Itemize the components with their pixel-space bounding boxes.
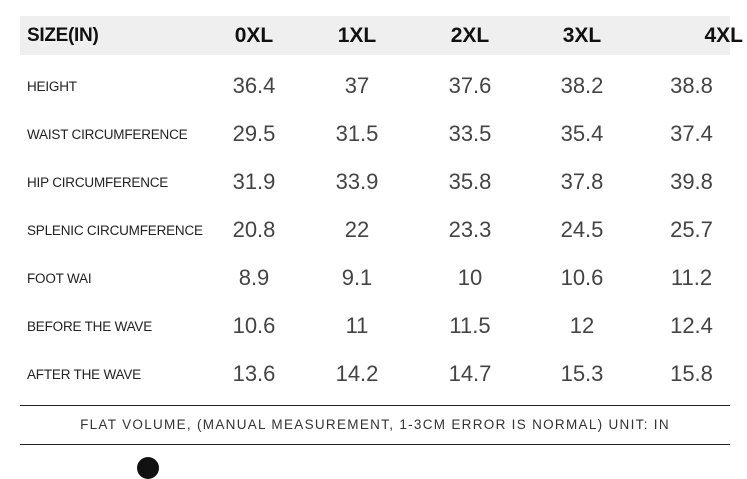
table-body: HEIGHT 36.4 37 37.6 38.2 38.8 WAIST CIRC…	[20, 55, 730, 398]
table-cell: 13.6	[232, 361, 276, 386]
row-label: FOOT WAI	[27, 270, 92, 286]
table-row: FOOT WAI 8.9 9.1 10 10.6 11.2	[20, 254, 730, 302]
table-cell: 9.1	[341, 265, 373, 290]
table-cell: 23.3	[448, 217, 492, 242]
table-row: HEIGHT 36.4 37 37.6 38.2 38.8	[20, 62, 730, 110]
row-label: AFTER THE WAVE	[27, 366, 141, 382]
table-header-row: SIZE(IN) 0XL 1XL 2XL 3XL 4XL	[20, 16, 743, 55]
table-cell: 39.8	[670, 169, 713, 194]
table-cell: 15.8	[670, 361, 713, 386]
table-cell: 33.5	[448, 121, 492, 146]
header-label: SIZE(IN)	[27, 24, 99, 46]
table-cell: 31.5	[335, 121, 379, 146]
size-header-1xl: 1XL	[337, 23, 377, 47]
table-cell: 12.4	[670, 313, 713, 338]
table-cell: 11.5	[449, 313, 491, 338]
table-cell: 14.7	[448, 361, 492, 386]
table-cell: 35.8	[448, 169, 492, 194]
table-cell: 37.8	[560, 169, 604, 194]
table-cell: 8.9	[238, 265, 270, 290]
table-cell: 22	[344, 217, 370, 242]
decorative-dot	[137, 457, 159, 479]
table-row: HIP CIRCUMFERENCE 31.9 33.9 35.8 37.8 39…	[20, 158, 730, 206]
footnote-bottom-divider	[20, 444, 730, 445]
table-cell: 10	[457, 265, 483, 290]
table-cell: 36.4	[232, 73, 276, 98]
measurement-footnote: FLAT VOLUME, (MANUAL MEASUREMENT, 1-3CM …	[80, 417, 670, 432]
table-row: AFTER THE WAVE 13.6 14.2 14.7 15.3 15.8	[20, 350, 730, 398]
table-cell: 37.6	[448, 73, 492, 98]
table-cell: 15.3	[560, 361, 604, 386]
table-cell: 38.8	[670, 73, 713, 98]
table-cell: 24.5	[560, 217, 604, 242]
table-row: SPLENIC CIRCUMFERENCE 20.8 22 23.3 24.5 …	[20, 206, 730, 254]
row-label: WAIST CIRCUMFERENCE	[27, 126, 188, 142]
table-cell: 20.8	[232, 217, 276, 242]
table-cell: 11.2	[670, 265, 713, 290]
table-cell: 31.9	[232, 169, 276, 194]
table-cell: 14.2	[335, 361, 379, 386]
table-cell: 35.4	[560, 121, 604, 146]
row-label: BEFORE THE WAVE	[27, 318, 153, 334]
table-cell: 10.6	[232, 313, 276, 338]
table-cell: 37	[344, 73, 370, 98]
table-cell: 11	[345, 313, 369, 338]
table-cell: 38.2	[560, 73, 604, 98]
table-cell: 10.6	[560, 265, 604, 290]
table-row: BEFORE THE WAVE 10.6 11 11.5 12 12.4	[20, 302, 730, 350]
table-cell: 29.5	[232, 121, 276, 146]
table-cell: 12	[569, 313, 595, 338]
size-header-4xl: 4XL	[704, 23, 743, 47]
footnote-top-divider	[20, 405, 730, 406]
size-header-0xl: 0XL	[234, 23, 274, 47]
table-cell: 33.9	[335, 169, 379, 194]
row-label: HEIGHT	[27, 78, 77, 94]
row-label: SPLENIC CIRCUMFERENCE	[27, 222, 203, 238]
row-label: HIP CIRCUMFERENCE	[27, 174, 169, 190]
table-cell: 25.7	[670, 217, 713, 242]
table-row: WAIST CIRCUMFERENCE 29.5 31.5 33.5 35.4 …	[20, 110, 730, 158]
size-header-3xl: 3XL	[562, 23, 602, 47]
size-chart-table: SIZE(IN) 0XL 1XL 2XL 3XL 4XL HEIGHT 36.4…	[20, 16, 743, 398]
size-header-2xl: 2XL	[450, 23, 490, 47]
table-cell: 37.4	[670, 121, 713, 146]
